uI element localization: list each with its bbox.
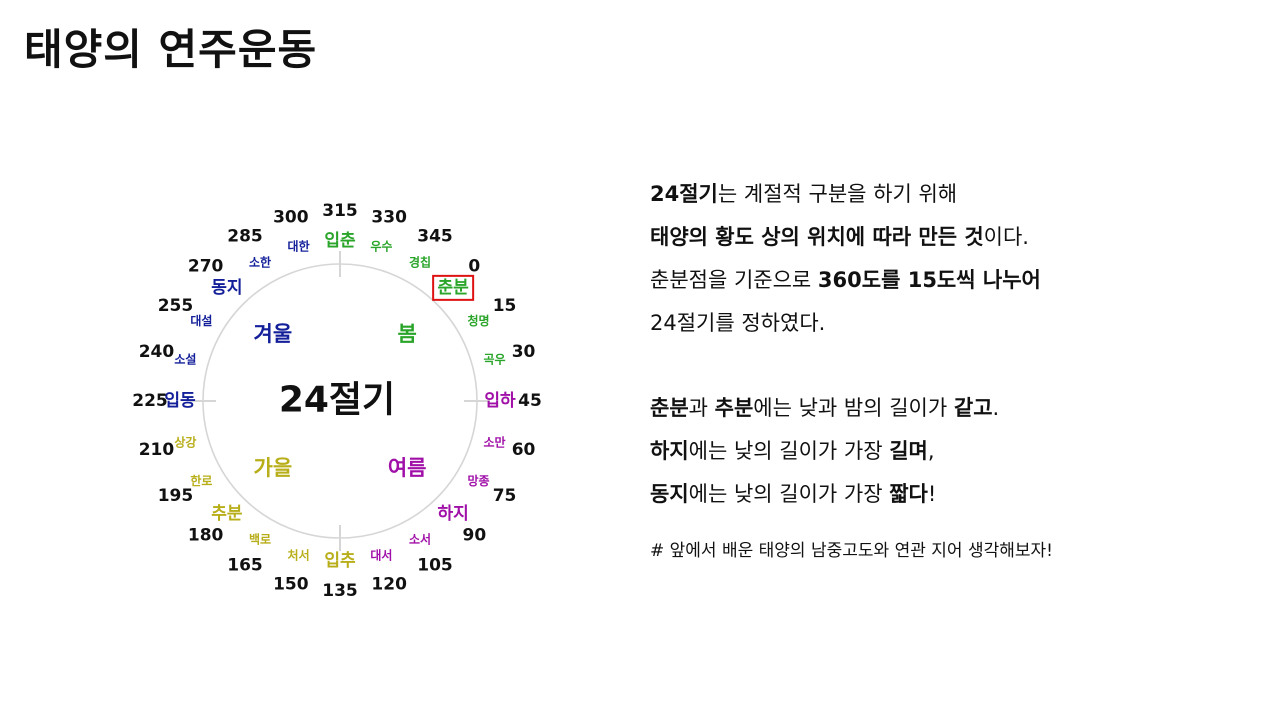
explanation-line-5: 춘분과 추분에는 낮과 밤의 길이가 같고. (650, 390, 1250, 433)
solar-term-14: 상강 (174, 434, 196, 449)
explanation-line-7: 동지에는 낮의 길이가 가장 짧다! (650, 476, 1250, 519)
body-text: 에는 낮의 길이가 가장 (688, 439, 890, 463)
solar-term-13: 한로 (190, 473, 212, 488)
degree-label-23: 345 (417, 226, 453, 246)
page-title: 태양의 연주운동 (24, 25, 318, 74)
emphasis-text: 하지 (650, 439, 689, 463)
degree-label-21: 315 (322, 201, 358, 221)
solar-term-8: 대서 (370, 548, 392, 563)
body-text: ! (927, 482, 937, 506)
explanation-panel: 24절기는 계절적 구분을 하기 위해 태양의 황도 상의 위치에 따라 만든 … (650, 176, 1250, 563)
degree-label-6: 90 (463, 525, 487, 545)
degree-label-7: 105 (417, 556, 453, 576)
degree-label-11: 165 (227, 556, 263, 576)
explanation-line-4: 24절기를 정하였다. (650, 305, 1250, 348)
emphasis-text: 360도를 15도씩 나누어 (817, 268, 1041, 292)
solar-term-2: 곡우 (484, 353, 506, 367)
solar-term-11: 백로 (249, 532, 271, 547)
season-label: 가을 (254, 456, 293, 480)
solar-term-12: 추분 (211, 504, 243, 524)
degree-label-18: 270 (188, 257, 224, 277)
degree-label-19: 285 (227, 226, 263, 246)
explanation-line-6: 하지에는 낮의 길이가 가장 길며, (650, 433, 1250, 476)
degree-label-2: 30 (512, 342, 536, 362)
solar-term-21: 입춘 (324, 231, 356, 251)
degree-label-12: 180 (188, 525, 224, 545)
season-labels: 봄여름 가을 겨울 (254, 322, 427, 480)
solar-term-1: 청명 (468, 313, 490, 328)
center-label: 24절기 (279, 380, 395, 421)
solar-term-3: 입하 (484, 391, 516, 411)
emphasis-text: 같고 (953, 396, 993, 420)
season-dividers (190, 251, 490, 551)
solar-term-6: 하지 (437, 504, 468, 524)
degree-label-13: 195 (158, 486, 194, 506)
emphasis-text: 24절기 (650, 182, 718, 206)
degree-label-8: 120 (371, 575, 407, 595)
degree-label-9: 135 (322, 581, 358, 601)
degree-label-5: 75 (493, 486, 517, 506)
solar-term-0: 춘분 (437, 278, 469, 298)
highlight-box (432, 274, 475, 301)
body-text: 에는 낮과 밤의 길이가 (753, 396, 954, 420)
degree-label-16: 240 (139, 342, 175, 362)
degree-label-17: 255 (158, 296, 194, 316)
solar-term-5: 망종 (468, 474, 490, 488)
season-label: 여름 (388, 456, 427, 480)
solar-term-23: 경칩 (409, 254, 431, 269)
solar-term-10: 처서 (288, 548, 310, 563)
emphasis-text: 춘분 (650, 396, 689, 420)
body-text: , (927, 439, 935, 463)
emphasis-text: 짧다 (889, 482, 928, 506)
emphasis-text: 길며 (889, 439, 928, 463)
solar-term-19: 소한 (249, 254, 271, 269)
degree-label-22: 330 (371, 207, 407, 227)
body-text: . (992, 396, 1000, 420)
emphasis-text: 태양의 황도 상의 위치에 따라 만든 것 (650, 225, 984, 249)
degree-label-14: 210 (139, 440, 175, 460)
body-text: 24절기를 정하였다. (650, 311, 826, 335)
solar-term-9: 입추 (324, 551, 356, 571)
solar-term-15: 입동 (164, 391, 196, 411)
degree-label-0: 0 (468, 257, 480, 277)
degree-label-20: 300 (273, 207, 309, 227)
degree-label-4: 60 (512, 440, 536, 460)
body-text: 춘분점을 기준으로 (650, 268, 818, 292)
emphasis-text: 동지 (650, 482, 689, 506)
degree-label-1: 15 (493, 296, 517, 316)
solar-term-4: 소만 (484, 434, 506, 449)
explanation-line-3: 춘분점을 기준으로 360도를 15도씩 나누어 (650, 262, 1250, 305)
body-text: 에는 낮의 길이가 가장 (688, 482, 890, 506)
explanation-line-1: 24절기는 계절적 구분을 하기 위해 (650, 176, 1250, 219)
body-text: 과 (688, 396, 715, 420)
solar-term-16: 소설 (174, 352, 196, 367)
body-text: 는 계절적 구분을 하기 위해 (717, 182, 958, 206)
degree-label-10: 150 (273, 575, 309, 595)
degree-label-3: 45 (518, 391, 542, 411)
emphasis-text: 추분 (714, 396, 754, 420)
footnote: # 앞에서 배운 태양의 남중고도와 연관 지어 생각해보자! (650, 541, 1053, 561)
season-label: 봄 (398, 322, 417, 346)
solar-term-17: 대설 (190, 313, 212, 328)
explanation-line-2: 태양의 황도 상의 위치에 따라 만든 것이다. (650, 219, 1250, 262)
solar-term-20: 대한 (288, 238, 310, 253)
body-text: 이다. (983, 225, 1029, 249)
solar-term-7: 소서 (409, 532, 431, 547)
paragraph-gap (650, 348, 1250, 390)
season-label: 겨울 (254, 322, 293, 346)
degree-label-15: 225 (132, 391, 168, 411)
solar-term-22: 우수 (370, 239, 392, 253)
solar-term-18: 동지 (211, 278, 242, 298)
